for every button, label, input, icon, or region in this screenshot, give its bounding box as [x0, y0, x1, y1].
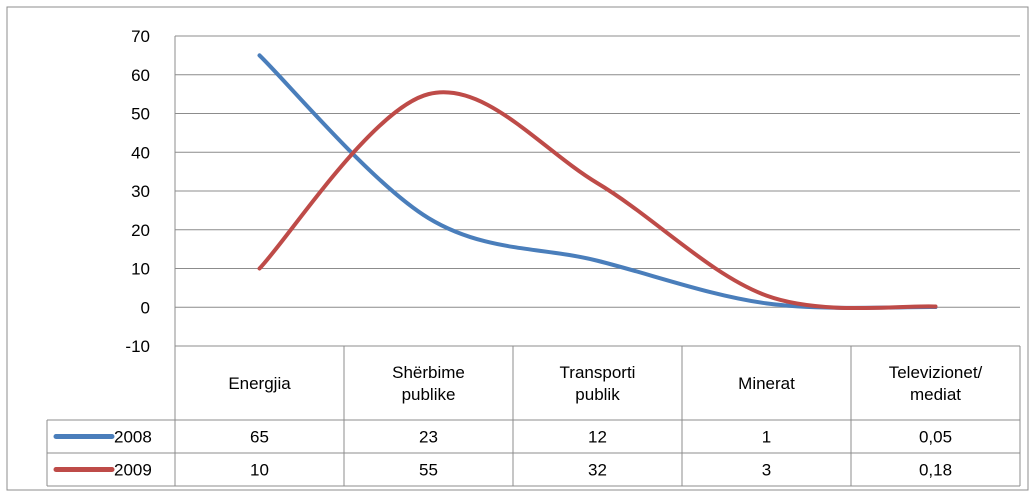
y-tick-label: -10	[125, 337, 150, 356]
y-tick-label: 0	[141, 298, 150, 317]
y-tick-label: 40	[131, 143, 150, 162]
table-cell-value: 3	[762, 461, 771, 480]
y-axis-ticks: -10 0 10 20 30 40 50 60 70	[125, 27, 150, 356]
table-cell-value: 10	[250, 461, 269, 480]
y-tick-label: 20	[131, 221, 150, 240]
table-cell-value: 65	[250, 428, 269, 447]
category-label: Shërbime publike	[392, 363, 465, 404]
y-tick-label: 60	[131, 66, 150, 85]
table-cell-value: 23	[419, 428, 438, 447]
series-lines	[257, 53, 938, 311]
table-cell-value: 55	[419, 461, 438, 480]
data-table: Energjia Shërbime publike Transporti publik M…	[46, 346, 1021, 487]
category-label: Televizionet/mediat	[889, 363, 983, 404]
legend-label: 2009	[114, 461, 152, 480]
table-cell-value: 1	[762, 428, 771, 447]
table-cell-value: 0,05	[919, 428, 952, 447]
table-cell-value: 32	[588, 461, 607, 480]
y-tick-label: 10	[131, 260, 150, 279]
gridlines	[174, 35, 1021, 486]
category-label: Minerat	[738, 374, 795, 393]
y-tick-label: 30	[131, 182, 150, 201]
series-line-2009	[257, 90, 938, 311]
y-tick-label: 50	[131, 105, 150, 124]
table-cell-value: 12	[588, 428, 607, 447]
legend-label: 2008	[114, 428, 152, 447]
y-tick-label: 70	[131, 27, 150, 46]
category-label: Transporti publik	[560, 363, 636, 404]
table-cell-value: 0,18	[919, 461, 952, 480]
category-label: Energjia	[228, 374, 291, 393]
